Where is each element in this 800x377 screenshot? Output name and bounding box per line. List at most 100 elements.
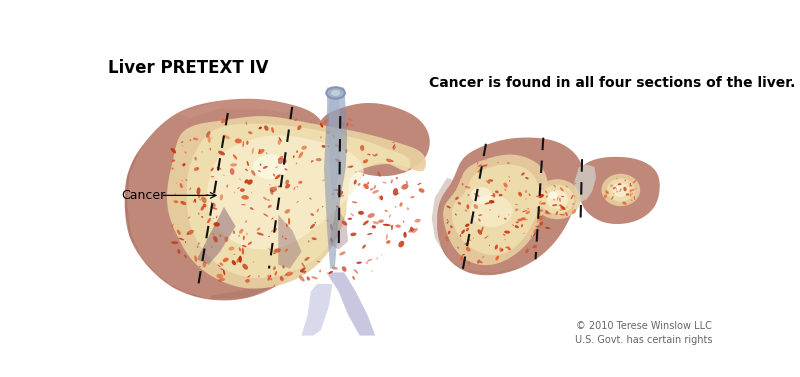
Ellipse shape bbox=[605, 190, 609, 194]
Ellipse shape bbox=[484, 237, 487, 239]
Ellipse shape bbox=[455, 213, 457, 216]
Ellipse shape bbox=[269, 248, 270, 250]
Ellipse shape bbox=[248, 241, 252, 245]
Ellipse shape bbox=[553, 185, 555, 186]
Ellipse shape bbox=[489, 245, 490, 246]
Ellipse shape bbox=[509, 176, 510, 178]
Ellipse shape bbox=[306, 276, 310, 280]
Ellipse shape bbox=[480, 261, 482, 263]
Ellipse shape bbox=[537, 213, 538, 214]
Ellipse shape bbox=[363, 184, 369, 189]
Ellipse shape bbox=[239, 229, 243, 234]
Ellipse shape bbox=[554, 185, 556, 188]
Ellipse shape bbox=[274, 271, 277, 276]
Ellipse shape bbox=[278, 185, 281, 187]
Ellipse shape bbox=[194, 199, 196, 203]
Ellipse shape bbox=[358, 183, 361, 186]
Ellipse shape bbox=[245, 179, 249, 184]
Ellipse shape bbox=[311, 276, 318, 279]
Ellipse shape bbox=[604, 194, 607, 199]
Ellipse shape bbox=[559, 209, 563, 211]
Ellipse shape bbox=[392, 160, 394, 162]
Ellipse shape bbox=[170, 148, 176, 153]
Ellipse shape bbox=[370, 188, 373, 190]
Ellipse shape bbox=[534, 229, 537, 234]
Ellipse shape bbox=[354, 179, 357, 185]
Ellipse shape bbox=[393, 188, 398, 196]
Polygon shape bbox=[443, 155, 548, 265]
Ellipse shape bbox=[573, 195, 575, 197]
Ellipse shape bbox=[502, 234, 506, 236]
Ellipse shape bbox=[188, 216, 190, 219]
Ellipse shape bbox=[560, 207, 562, 209]
Ellipse shape bbox=[274, 228, 277, 231]
Text: Cancer: Cancer bbox=[122, 189, 166, 202]
Ellipse shape bbox=[466, 247, 470, 251]
Ellipse shape bbox=[559, 198, 561, 202]
Ellipse shape bbox=[246, 141, 249, 145]
Ellipse shape bbox=[270, 275, 271, 277]
Ellipse shape bbox=[220, 268, 223, 270]
Ellipse shape bbox=[194, 167, 199, 171]
Ellipse shape bbox=[212, 203, 216, 207]
Ellipse shape bbox=[462, 183, 463, 185]
Ellipse shape bbox=[210, 148, 211, 150]
Ellipse shape bbox=[613, 187, 616, 190]
Ellipse shape bbox=[278, 158, 284, 164]
Ellipse shape bbox=[534, 233, 536, 236]
Ellipse shape bbox=[338, 121, 344, 126]
Ellipse shape bbox=[238, 247, 241, 251]
Ellipse shape bbox=[317, 208, 319, 212]
Ellipse shape bbox=[490, 201, 494, 204]
Ellipse shape bbox=[326, 220, 329, 222]
Polygon shape bbox=[186, 124, 410, 278]
Ellipse shape bbox=[193, 199, 196, 202]
Ellipse shape bbox=[521, 224, 523, 227]
Ellipse shape bbox=[521, 173, 525, 176]
Ellipse shape bbox=[364, 221, 369, 224]
Ellipse shape bbox=[229, 247, 234, 251]
Ellipse shape bbox=[274, 248, 281, 253]
Ellipse shape bbox=[245, 279, 250, 283]
Polygon shape bbox=[197, 207, 236, 265]
Ellipse shape bbox=[477, 162, 478, 165]
Ellipse shape bbox=[460, 234, 462, 237]
Ellipse shape bbox=[171, 224, 174, 227]
Ellipse shape bbox=[333, 189, 339, 191]
Ellipse shape bbox=[310, 224, 315, 229]
Ellipse shape bbox=[461, 230, 465, 234]
Ellipse shape bbox=[171, 159, 175, 162]
Ellipse shape bbox=[253, 155, 288, 179]
Ellipse shape bbox=[273, 173, 275, 176]
Text: Liver PRETEXT IV: Liver PRETEXT IV bbox=[108, 59, 268, 77]
Ellipse shape bbox=[202, 216, 203, 218]
Ellipse shape bbox=[245, 169, 248, 171]
Ellipse shape bbox=[521, 217, 526, 220]
Ellipse shape bbox=[302, 262, 305, 268]
Ellipse shape bbox=[271, 230, 273, 233]
Ellipse shape bbox=[350, 233, 357, 236]
Ellipse shape bbox=[258, 127, 262, 129]
Ellipse shape bbox=[565, 212, 568, 216]
Ellipse shape bbox=[308, 240, 310, 242]
Ellipse shape bbox=[509, 180, 510, 182]
Ellipse shape bbox=[326, 131, 330, 134]
Ellipse shape bbox=[267, 275, 272, 280]
Ellipse shape bbox=[330, 238, 333, 242]
Ellipse shape bbox=[468, 261, 470, 264]
Ellipse shape bbox=[518, 218, 522, 221]
Polygon shape bbox=[329, 207, 348, 249]
Ellipse shape bbox=[263, 213, 268, 217]
Ellipse shape bbox=[367, 233, 373, 235]
Ellipse shape bbox=[280, 276, 284, 281]
Ellipse shape bbox=[516, 221, 519, 223]
Ellipse shape bbox=[622, 202, 626, 205]
Ellipse shape bbox=[526, 198, 527, 199]
Ellipse shape bbox=[223, 175, 225, 176]
Ellipse shape bbox=[546, 210, 548, 213]
Ellipse shape bbox=[474, 204, 478, 209]
Ellipse shape bbox=[391, 225, 393, 230]
Ellipse shape bbox=[514, 225, 519, 228]
Ellipse shape bbox=[537, 207, 540, 208]
Ellipse shape bbox=[319, 270, 321, 273]
